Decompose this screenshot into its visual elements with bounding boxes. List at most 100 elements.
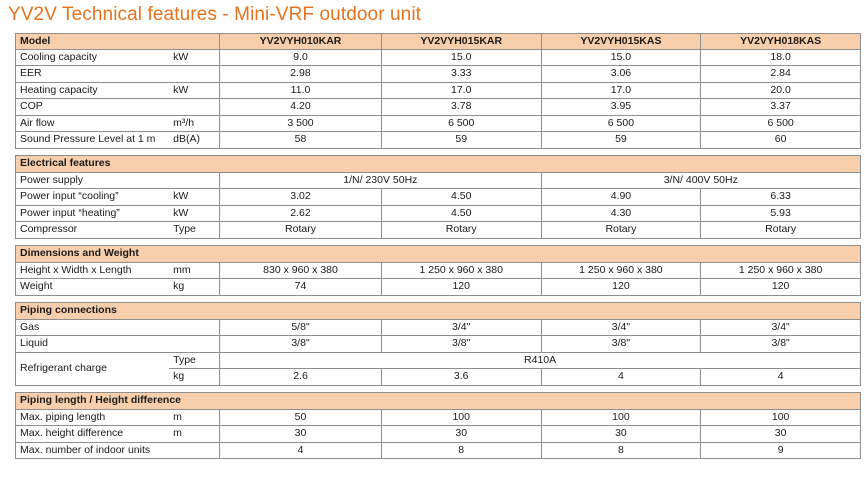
section-title: Dimensions and Weight: [15, 244, 861, 263]
row-unit: [169, 318, 221, 336]
value-cell: 3/8": [219, 335, 382, 353]
value-cell: 2.84: [700, 65, 861, 83]
value-cell: 3.37: [700, 98, 861, 116]
table-row: Liquid 3/8" 3/8" 3/8" 3/8": [15, 335, 861, 353]
section-header: Electrical features: [15, 154, 861, 173]
power-supply-row: Power supply 1/N/ 230V 50Hz 3/N/ 400V 50Hz: [14, 171, 862, 189]
value-cell: 4.50: [380, 204, 542, 222]
table-row: Max. number of indoor units 4 8 8 9: [15, 441, 861, 459]
value-cell: 100: [380, 408, 542, 426]
value-cell: 59: [540, 131, 702, 149]
value-cell: 5.93: [700, 204, 861, 222]
value-cell: 30: [219, 425, 382, 443]
table-row: EER 2.98 3.33 3.06 2.84: [15, 65, 861, 83]
section-header: Piping connections: [15, 301, 861, 320]
spacer-cell: [15, 384, 861, 393]
refrigerant-type-row: Refrigerant charge Type R410A: [15, 351, 861, 386]
value-cell: 9: [700, 441, 861, 459]
section-header: Piping length / Height difference: [15, 391, 861, 410]
row-label: COP: [15, 98, 170, 116]
row-unit: Type: [169, 221, 221, 239]
model-name: YV2VYH015KAS: [540, 33, 702, 50]
value-cell: 4.20: [219, 98, 382, 116]
row-unit: kW: [169, 81, 221, 99]
value-cell: 120: [380, 278, 542, 296]
value-cell: 17.0: [540, 81, 702, 99]
section-spacer: [15, 237, 861, 246]
value-cell: 2.98: [219, 65, 382, 83]
value-cell: 30: [700, 425, 861, 443]
value-cell: 60: [700, 131, 861, 149]
row-label: Max. height difference: [15, 425, 170, 443]
value-cell: 4: [700, 368, 861, 386]
value-cell: 3.06: [540, 65, 702, 83]
value-cell: 17.0: [380, 81, 542, 99]
value-cell: 20.0: [700, 81, 861, 99]
row-label: Liquid: [15, 335, 170, 353]
value-cell: 3.95: [540, 98, 702, 116]
page-title: YV2V Technical features - Mini-VRF outdo…: [8, 4, 422, 25]
value-cell: 6 500: [380, 114, 542, 132]
value-cell: 3/4": [540, 318, 702, 336]
value-cell: 5/8": [219, 318, 382, 336]
row-unit: [169, 98, 221, 116]
row-label: Compressor: [15, 221, 170, 239]
value-cell: 1/N/ 230V 50Hz: [219, 171, 542, 189]
section-spacer: [15, 294, 861, 303]
row-unit: m³/h: [169, 114, 221, 132]
row-unit: [169, 441, 221, 459]
section-spacer: [15, 147, 861, 156]
row-label: Sound Pressure Level at 1 m: [15, 131, 170, 149]
value-cell: 74: [219, 278, 382, 296]
value-cell: 3/4": [700, 318, 861, 336]
value-cell: Rotary: [700, 221, 861, 239]
table-row: Air flow m³/h 3 500 6 500 6 500 6 500: [15, 114, 861, 132]
section-spacer: [15, 384, 861, 393]
row-unit: kg: [169, 278, 221, 296]
section-title: Electrical features: [15, 154, 861, 173]
value-cell: 3/8": [700, 335, 861, 353]
table-row: Weight kg 74 120 120 120: [15, 278, 861, 296]
row-label: Gas: [15, 318, 170, 336]
value-cell: R410A: [219, 351, 861, 369]
row-unit: mm: [169, 261, 221, 279]
spacer-cell: [15, 237, 861, 246]
value-cell: 3.02: [219, 188, 382, 206]
value-cell: 6 500: [700, 114, 861, 132]
value-cell: Rotary: [219, 221, 382, 239]
value-cell: 3/4": [380, 318, 542, 336]
value-cell: 2.62: [219, 204, 382, 222]
value-cell: 3.78: [380, 98, 542, 116]
value-cell: 30: [380, 425, 542, 443]
row-label: Max. number of indoor units: [15, 441, 170, 459]
value-cell: 100: [700, 408, 861, 426]
model-label: Model: [14, 33, 221, 50]
value-cell: 8: [380, 441, 542, 459]
value-cell: 8: [540, 441, 702, 459]
value-cell: 30: [540, 425, 702, 443]
value-cell: 1 250 x 960 x 380: [700, 261, 861, 279]
refrigerant-kg-row: kg 2.6 3.6 4 4: [16, 368, 861, 386]
technical-features-table: Model YV2VYH010KAR YV2VYH015KAR YV2VYH015KA…: [14, 33, 862, 459]
value-cell: 1 250 x 960 x 380: [380, 261, 542, 279]
row-unit: dB(A): [169, 131, 221, 149]
table-row: Gas 5/8" 3/4" 3/4" 3/4": [15, 318, 861, 336]
table-row: COP 4.20 3.78 3.95 3.37: [15, 98, 861, 116]
model-name: YV2VYH010KAR: [219, 33, 382, 50]
value-cell: 830 x 960 x 380: [219, 261, 382, 279]
value-cell: 15.0: [380, 48, 542, 66]
row-label: Air flow: [15, 114, 170, 132]
value-cell: Rotary: [540, 221, 702, 239]
table-row: Sound Pressure Level at 1 m dB(A) 58 59 59 60: [15, 131, 861, 149]
row-label: Power input “heating”: [15, 204, 170, 222]
value-cell: 50: [219, 408, 382, 426]
table-row: Compressor Type Rotary Rotary Rotary Rotary: [15, 221, 861, 239]
spacer-cell: [15, 294, 861, 303]
value-cell: 11.0: [219, 81, 382, 99]
table-row: Max. height difference m 30 30 30 30: [15, 425, 861, 443]
row-label: Heating capacity: [15, 81, 170, 99]
value-cell: 6 500: [540, 114, 702, 132]
row-label: Height x Width x Length: [15, 261, 170, 279]
value-cell: 15.0: [540, 48, 702, 66]
value-cell: 4: [540, 368, 702, 386]
